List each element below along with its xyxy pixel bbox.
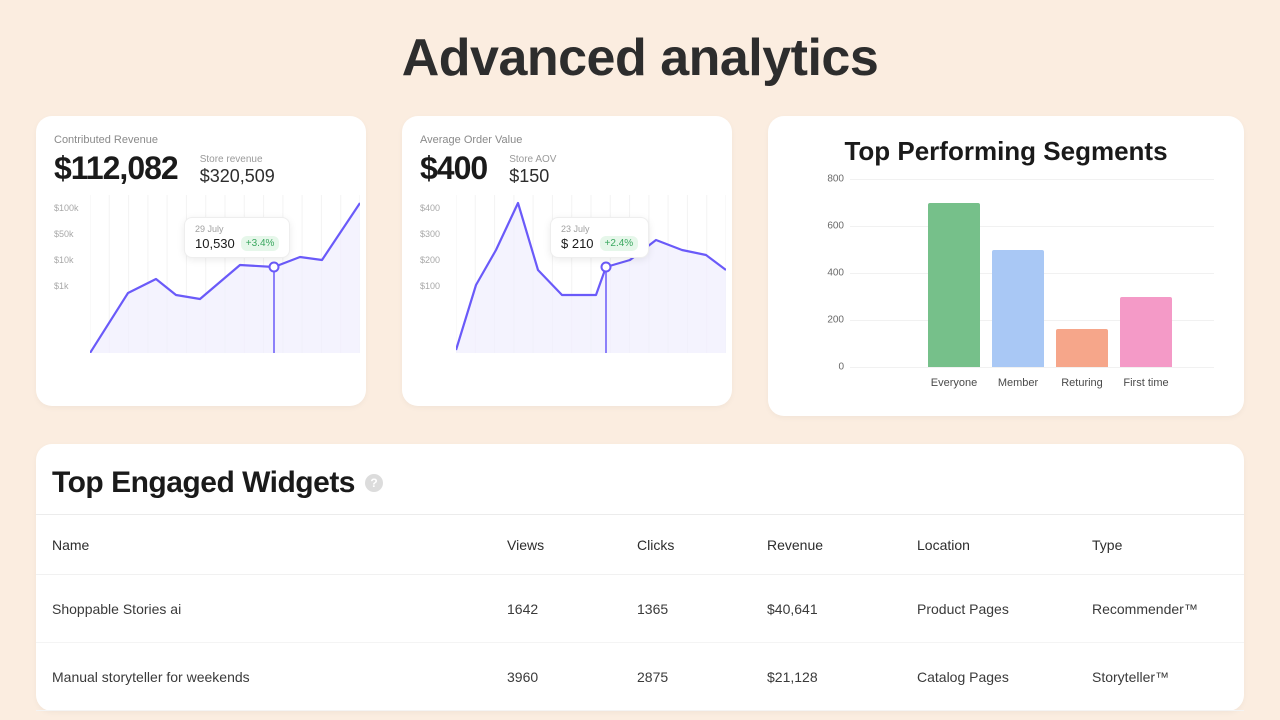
segment-bar-label: Returing — [1056, 377, 1108, 389]
y-tick: 600 — [827, 221, 844, 232]
store-revenue-value: $320,509 — [200, 166, 275, 187]
segment-bar-label: Everyone — [928, 377, 980, 389]
table-cell: $40,641 — [767, 601, 917, 617]
store-revenue-label: Store revenue — [200, 154, 275, 165]
segments-chart: 0200400600800 EveryoneMemberReturingFirs… — [826, 179, 1214, 389]
y-tick: 400 — [827, 268, 844, 279]
revenue-value: $112,082 — [54, 150, 178, 187]
table-cell: 3960 — [507, 669, 637, 685]
table-cell: Catalog Pages — [917, 669, 1092, 685]
table-cell: Product Pages — [917, 601, 1092, 617]
y-tick: 0 — [838, 362, 844, 373]
tooltip-value: 10,530 — [195, 236, 235, 251]
table-row[interactable]: Shoppable Stories ai16421365$40,641Produ… — [36, 575, 1244, 643]
aov-tooltip: 23 July $ 210 +2.4% — [550, 217, 649, 258]
revenue-tooltip: 29 July 10,530 +3.4% — [184, 217, 290, 258]
tooltip-delta: +3.4% — [241, 236, 280, 251]
tooltip-value: $ 210 — [561, 236, 594, 251]
widgets-table: NameViewsClicksRevenueLocationType Shopp… — [36, 515, 1244, 711]
tooltip-date: 23 July — [561, 224, 638, 234]
y-tick: $10k — [54, 255, 74, 265]
y-tick: $100k — [54, 203, 79, 213]
y-tick: 200 — [827, 315, 844, 326]
table-header-cell: Location — [917, 537, 1092, 553]
widgets-card: Top Engaged Widgets ? NameViewsClicksRev… — [36, 444, 1244, 711]
table-header-cell: Clicks — [637, 537, 767, 553]
widgets-title: Top Engaged Widgets — [52, 466, 355, 500]
table-header-cell: Revenue — [767, 537, 917, 553]
table-cell: Shoppable Stories ai — [52, 601, 507, 617]
store-aov-label: Store AOV — [509, 154, 556, 165]
table-cell: 1642 — [507, 601, 637, 617]
table-header-cell: Views — [507, 537, 637, 553]
aov-card: Average Order Value $400 Store AOV $150 … — [402, 116, 732, 406]
y-tick: $1k — [54, 281, 69, 291]
table-cell: Manual storyteller for weekends — [52, 669, 507, 685]
y-tick: $100 — [420, 281, 440, 291]
segment-bar — [1120, 297, 1172, 368]
segments-title: Top Performing Segments — [798, 136, 1214, 167]
y-tick: $300 — [420, 229, 440, 239]
y-tick: 800 — [827, 174, 844, 185]
table-cell: Storyteller™ — [1092, 669, 1242, 685]
aov-label: Average Order Value — [420, 134, 714, 146]
tooltip-delta: +2.4% — [600, 236, 639, 251]
table-header-cell: Type — [1092, 537, 1242, 553]
table-cell: 2875 — [637, 669, 767, 685]
aov-chart: $400 $300 $200 $100 23 July $ 210 +2.4% — [420, 195, 714, 365]
y-tick: $400 — [420, 203, 440, 213]
y-tick: $50k — [54, 229, 74, 239]
revenue-card: Contributed Revenue $112,082 Store reven… — [36, 116, 366, 406]
revenue-label: Contributed Revenue — [54, 134, 348, 146]
segment-bar — [928, 203, 980, 368]
segment-bar-label: Member — [992, 377, 1044, 389]
table-row[interactable]: Manual storyteller for weekends39602875$… — [36, 643, 1244, 711]
y-tick: $200 — [420, 255, 440, 265]
help-icon[interactable]: ? — [365, 474, 383, 492]
table-cell: $21,128 — [767, 669, 917, 685]
segment-bar — [1056, 329, 1108, 367]
tooltip-date: 29 July — [195, 224, 279, 234]
store-aov-value: $150 — [509, 166, 556, 187]
revenue-chart: $100k $50k $10k $1k 29 July 10,530 +3.4% — [54, 195, 348, 365]
segment-bar — [992, 250, 1044, 368]
segment-bar-label: First time — [1120, 377, 1172, 389]
table-cell: Recommender™ — [1092, 601, 1242, 617]
aov-value: $400 — [420, 150, 487, 187]
segments-card: Top Performing Segments 0 200 400 600 800 Ev… — [768, 116, 1244, 416]
table-header-cell: Name — [52, 537, 507, 553]
page-title: Advanced analytics — [0, 0, 1280, 116]
table-cell: 1365 — [637, 601, 767, 617]
